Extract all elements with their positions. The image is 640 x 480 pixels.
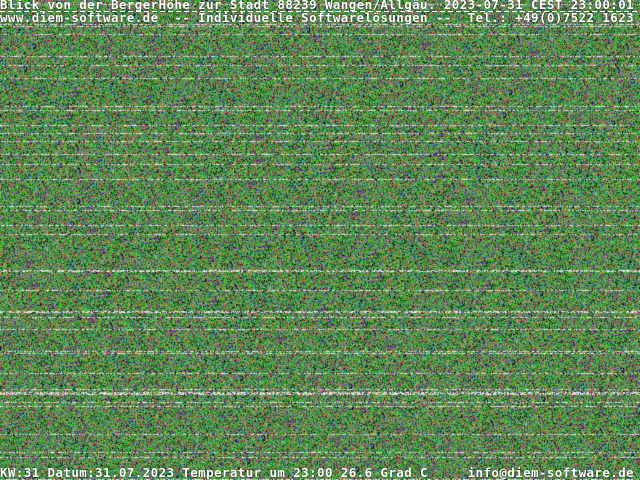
header-divider: [0, 11, 640, 12]
header-contact-line: www.diem-software.de -- Individuelle Sof…: [0, 10, 635, 25]
header-title-timestamp: Blick von der BergerHöhe zur Stadt 88239…: [0, 0, 635, 12]
footer-info-line: KW:31 Datum:31.07.2023 Temperatur um 23:…: [0, 465, 635, 480]
